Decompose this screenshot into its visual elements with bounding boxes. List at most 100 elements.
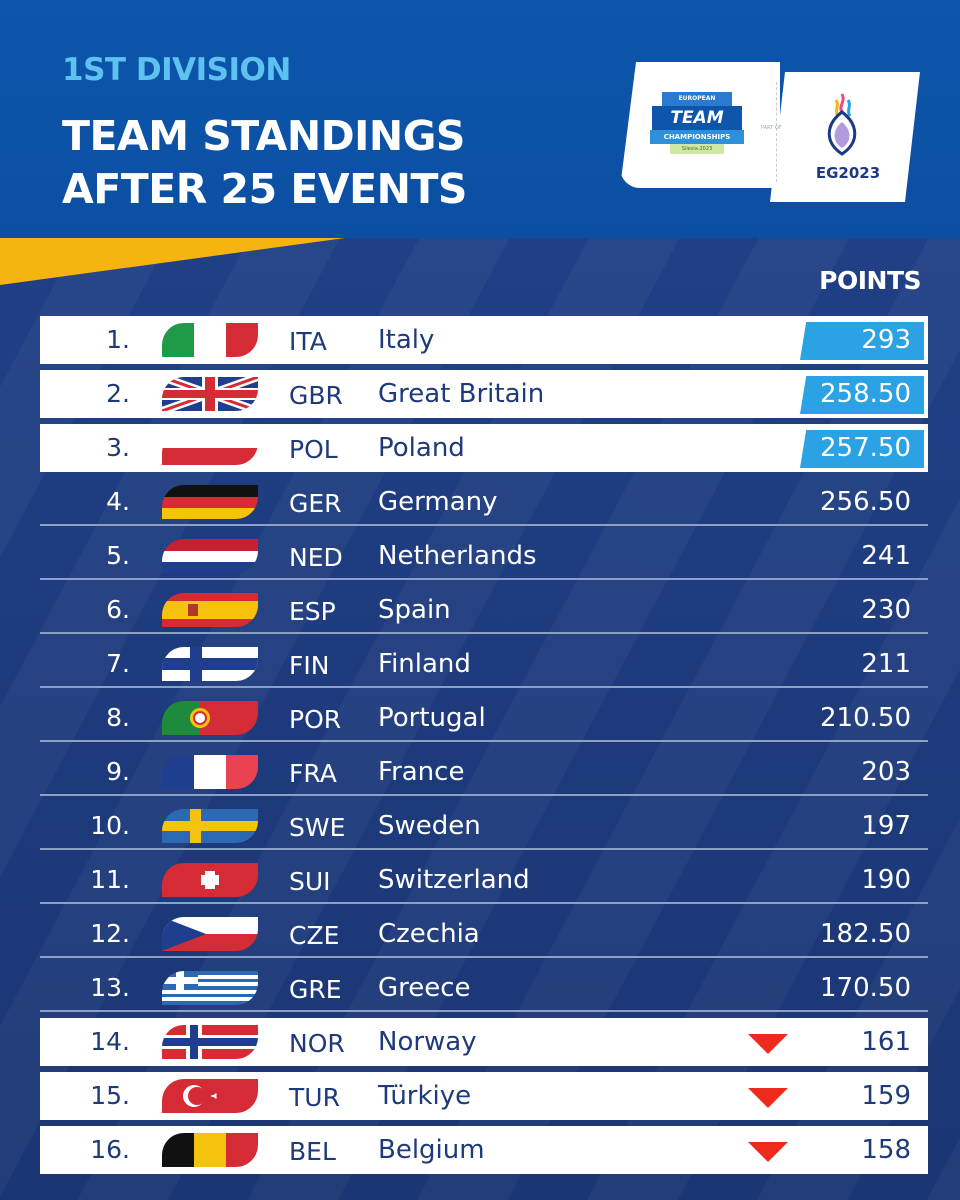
country-name: Netherlands <box>378 541 537 571</box>
relegation-down-arrow-icon <box>748 1142 788 1162</box>
country-name: Great Britain <box>378 379 545 409</box>
country-name: Finland <box>378 649 471 679</box>
european-games-flame-icon <box>827 93 857 156</box>
table-row: 6. ESP Spain 230 <box>40 586 928 634</box>
table-row: 2. GBR Great Britain 258.50 <box>40 370 928 418</box>
points-value: 159 <box>861 1081 911 1111</box>
rank-label: 10. <box>90 811 130 840</box>
country-name: Poland <box>378 433 465 463</box>
table-row: 7. FIN Finland 211 <box>40 640 928 688</box>
gold-accent-stripe <box>0 238 345 285</box>
table-row: 5. NED Netherlands 241 <box>40 532 928 580</box>
team-championships-logo: EUROPEAN ATHLETICS TEAM CHAMPIONSHIPS Si… <box>650 92 744 158</box>
country-code: GBR <box>289 381 343 410</box>
switzerland-flag-icon <box>162 863 258 897</box>
relegation-down-arrow-icon <box>748 1034 788 1054</box>
country-name: Portugal <box>378 703 486 733</box>
points-value: 158 <box>861 1135 911 1165</box>
points-value: 197 <box>861 811 911 841</box>
title-line-1: TEAM STANDINGS <box>62 112 465 160</box>
country-code: GER <box>289 489 342 518</box>
country-name: France <box>378 757 465 787</box>
points-highlight-bar <box>800 322 924 360</box>
table-row: 11. SUI Switzerland 190 <box>40 856 928 904</box>
sweden-flag-icon <box>162 809 258 843</box>
france-flag-icon <box>162 755 258 789</box>
title-line-2: AFTER 25 EVENTS <box>62 165 467 213</box>
points-highlight-bar <box>800 376 924 414</box>
table-row: 9. FRA France 203 <box>40 748 928 796</box>
country-code: POR <box>289 705 342 734</box>
italy-flag-icon <box>162 323 258 357</box>
points-value: 210.50 <box>820 703 911 733</box>
part-of-text: PART OF <box>761 125 782 131</box>
table-row: 12. CZE Czechia 182.50 <box>40 910 928 958</box>
country-name: Belgium <box>378 1135 485 1165</box>
table-row: 10. SWE Sweden 197 <box>40 802 928 850</box>
rank-label: 4. <box>106 487 130 516</box>
logo-place-text: Silesia 2023 <box>670 144 724 154</box>
points-value: 182.50 <box>820 919 911 949</box>
points-value: 258.50 <box>820 379 911 409</box>
norway-flag-icon <box>162 1025 258 1059</box>
table-row: 15. TUR Türkiye 159 <box>40 1072 928 1120</box>
logo-divider <box>776 82 777 182</box>
points-value: 256.50 <box>820 487 911 517</box>
table-row: 1. ITA Italy 293 <box>40 316 928 364</box>
points-value: 203 <box>861 757 911 787</box>
country-code: CZE <box>289 921 340 950</box>
relegation-down-arrow-icon <box>748 1088 788 1108</box>
rank-label: 8. <box>106 703 130 732</box>
belgium-flag-icon <box>162 1133 258 1167</box>
rank-label: 2. <box>106 379 130 408</box>
european-games-wordmark: EG2023 <box>815 164 881 182</box>
country-code: ESP <box>289 597 336 626</box>
points-value: 293 <box>861 325 911 355</box>
country-code: ITA <box>289 327 327 356</box>
country-code: TUR <box>289 1083 340 1112</box>
points-column-header: POINTS <box>819 266 921 295</box>
country-code: FRA <box>289 759 337 788</box>
country-name: Norway <box>378 1027 477 1057</box>
table-row: 3. POL Poland 257.50 <box>40 424 928 472</box>
points-value: 230 <box>861 595 911 625</box>
event-logos: EUROPEAN ATHLETICS TEAM CHAMPIONSHIPS Si… <box>620 62 920 202</box>
rank-label: 15. <box>90 1081 130 1110</box>
points-value: 211 <box>861 649 911 679</box>
great-britain-flag-icon <box>162 377 258 411</box>
rank-label: 13. <box>90 973 130 1002</box>
table-row: 4. GER Germany 256.50 <box>40 478 928 526</box>
table-row: 14. NOR Norway 161 <box>40 1018 928 1066</box>
table-row: 13. GRE Greece 170.50 <box>40 964 928 1012</box>
finland-flag-icon <box>162 647 258 681</box>
country-code: NED <box>289 543 343 572</box>
poland-flag-icon <box>162 431 258 465</box>
table-row: 16. BEL Belgium 158 <box>40 1126 928 1174</box>
rank-label: 1. <box>106 325 130 354</box>
country-name: Czechia <box>378 919 480 949</box>
points-value: 257.50 <box>820 433 911 463</box>
logo-org-text: EUROPEAN ATHLETICS <box>662 92 732 116</box>
logo-champ-text: CHAMPIONSHIPS <box>650 130 744 144</box>
table-row: 8. POR Portugal 210.50 <box>40 694 928 742</box>
rank-label: 12. <box>90 919 130 948</box>
portugal-flag-icon <box>162 701 258 735</box>
country-code: FIN <box>289 651 330 680</box>
rank-label: 11. <box>90 865 130 894</box>
rank-label: 14. <box>90 1027 130 1056</box>
country-code: GRE <box>289 975 342 1004</box>
points-value: 161 <box>861 1027 911 1057</box>
greece-flag-icon <box>162 971 258 1005</box>
country-code: NOR <box>289 1029 345 1058</box>
country-name: Spain <box>378 595 451 625</box>
country-name: Germany <box>378 487 498 517</box>
rank-label: 3. <box>106 433 130 462</box>
rank-label: 9. <box>106 757 130 786</box>
points-value: 190 <box>861 865 911 895</box>
rank-label: 6. <box>106 595 130 624</box>
country-name: Switzerland <box>378 865 530 895</box>
division-label: 1ST DIVISION <box>62 52 291 88</box>
country-name: Greece <box>378 973 471 1003</box>
points-highlight-bar <box>800 430 924 468</box>
